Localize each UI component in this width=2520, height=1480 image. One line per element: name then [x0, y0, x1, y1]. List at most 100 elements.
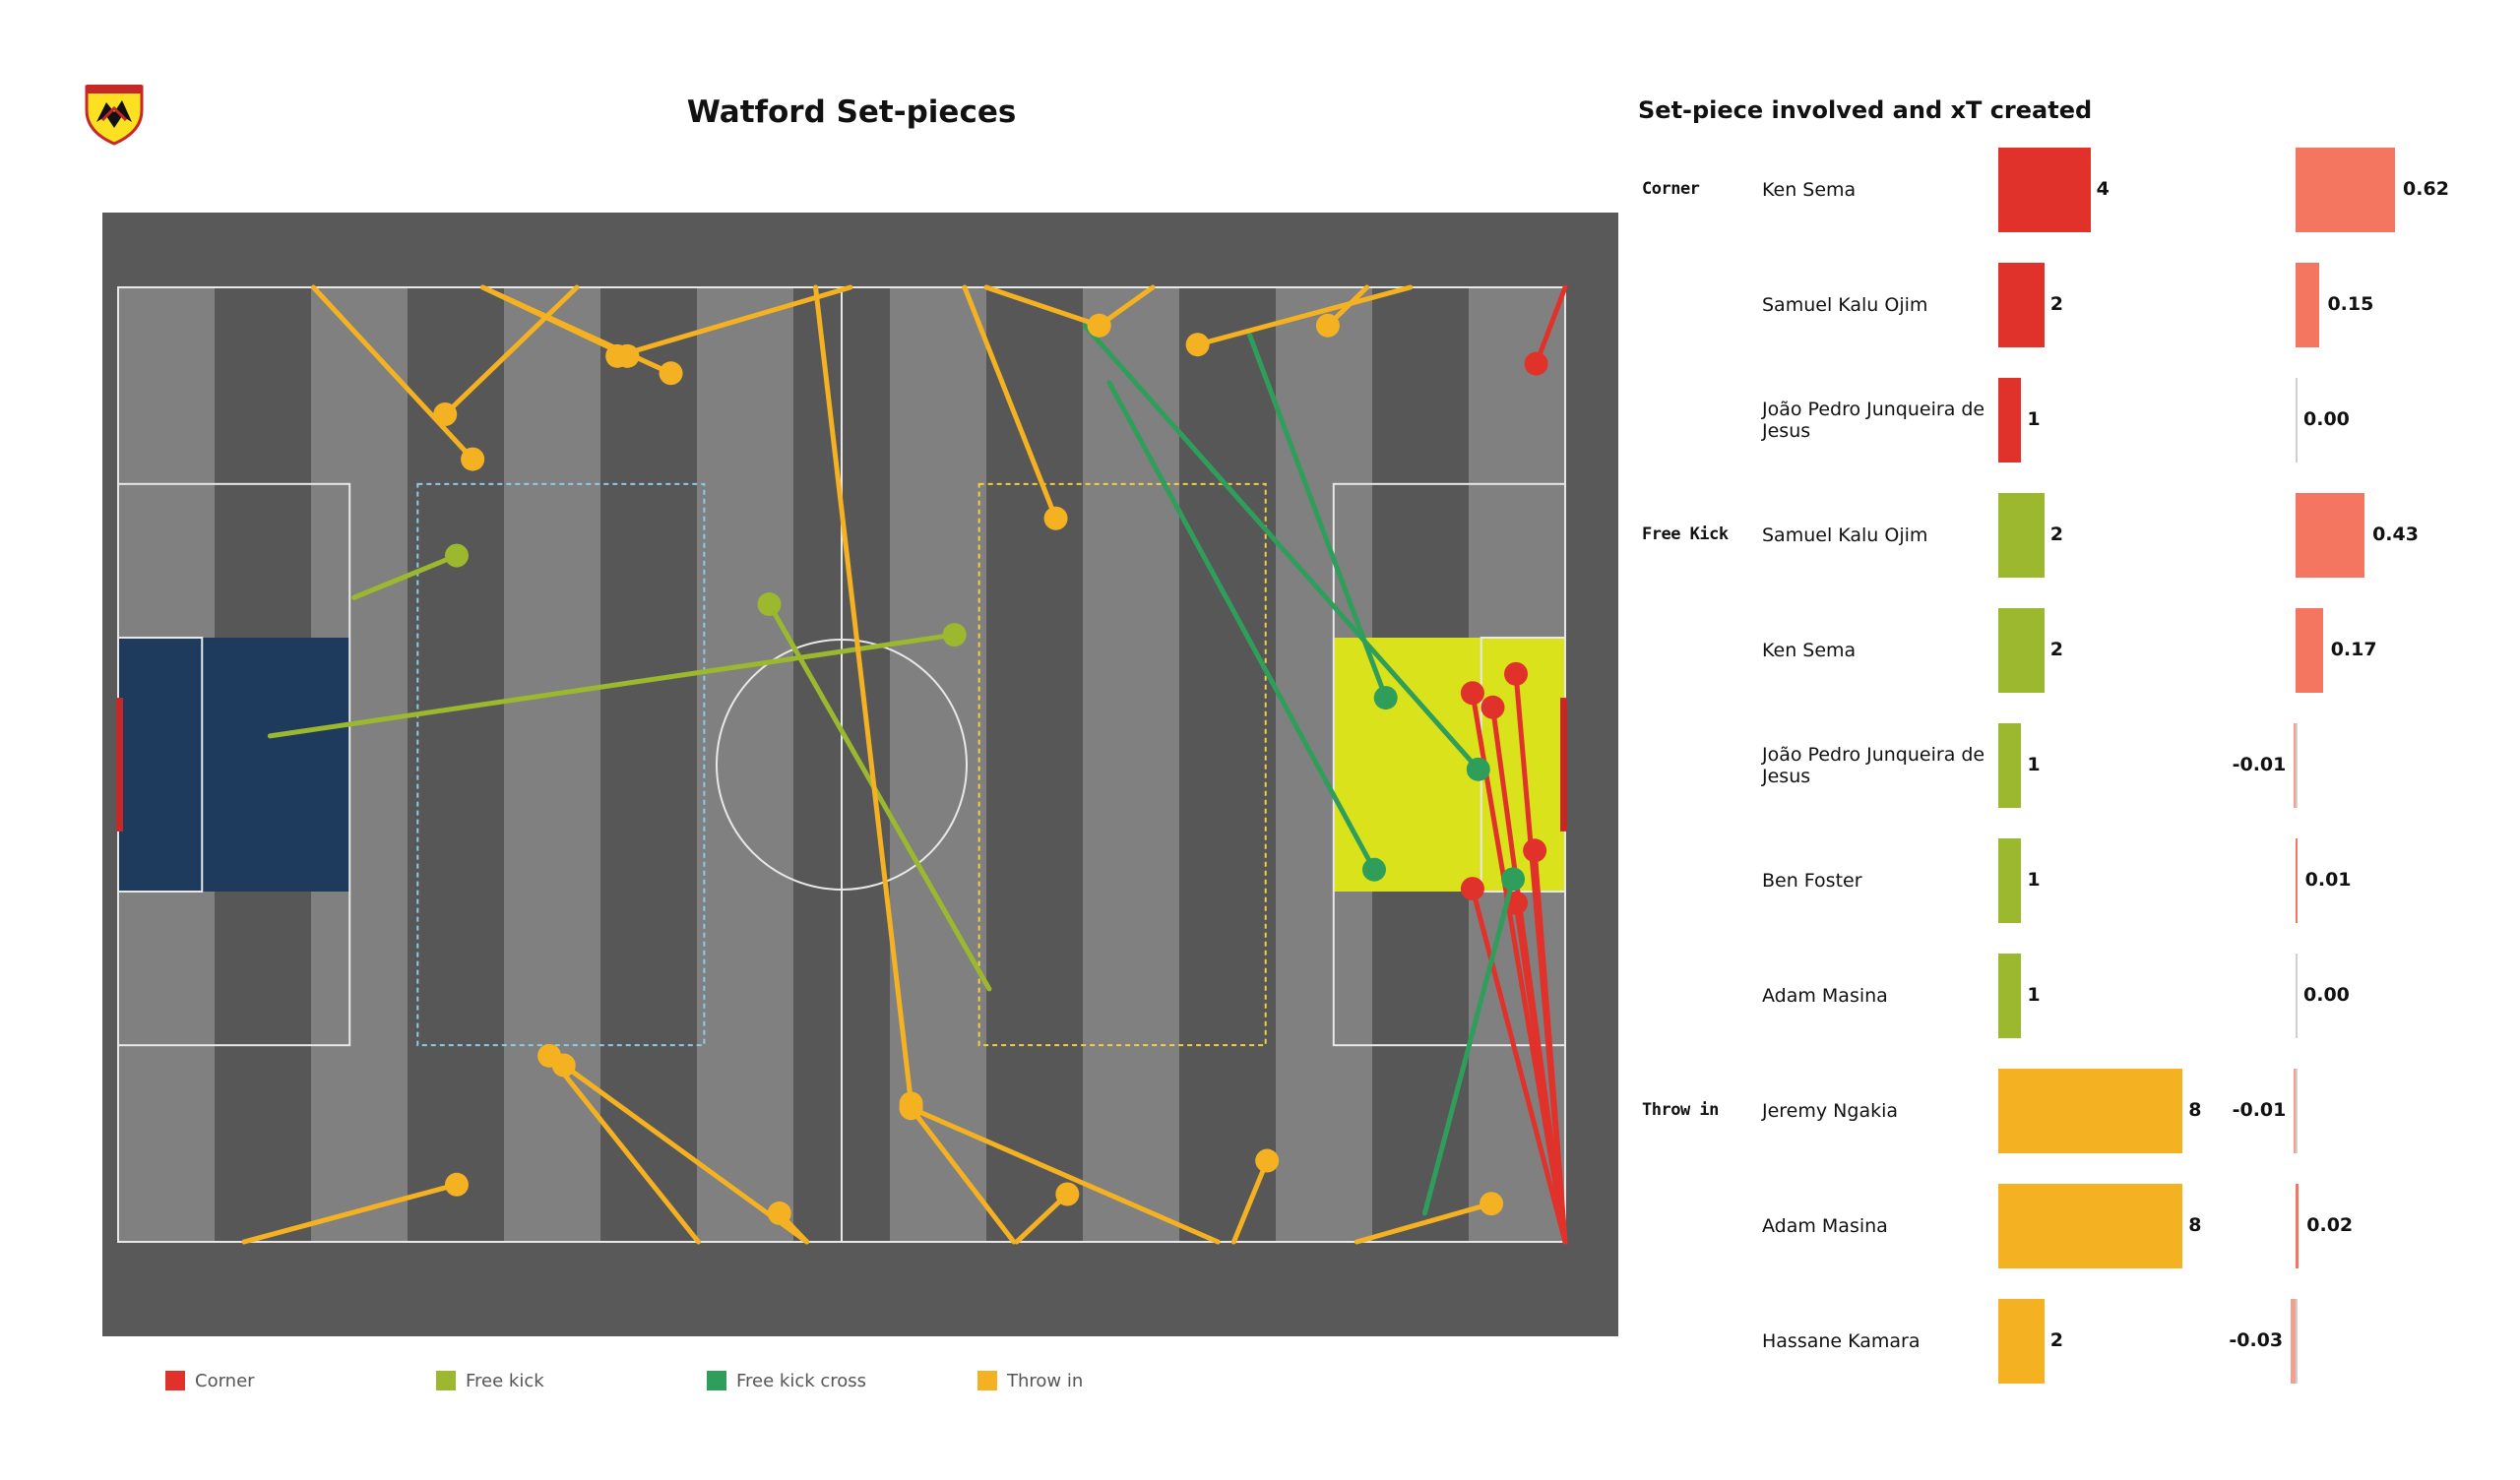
throw-in-pass-line — [310, 284, 475, 462]
xt-value: -0.03 — [2229, 1329, 2284, 1351]
set-piece-player-table: Corner Ken Sema 4 0.62 Samuel Kalu Ojim 2 0.15… — [1634, 148, 2500, 1407]
legend-label: Free kick cross — [736, 1370, 867, 1391]
count-bar — [1998, 838, 2022, 923]
throw-in-pass-line — [1195, 284, 1414, 347]
pitch-stripe — [890, 287, 987, 1242]
throw-in-pass-line — [983, 284, 1102, 329]
legend-item-free-kick-cross: Free kick cross — [707, 1366, 866, 1395]
corner-pass-line — [1532, 847, 1568, 1245]
throw-in-end-point — [444, 1172, 469, 1197]
count-value: 8 — [2188, 1099, 2202, 1121]
count-bar — [1998, 1184, 2183, 1268]
throw-in-pass-line — [1230, 1158, 1270, 1245]
xt-value: 0.01 — [2304, 869, 2352, 891]
count-bar — [1998, 608, 2045, 693]
free-kick-cross-end-point — [1501, 867, 1526, 892]
pitch-stripe — [1083, 287, 1180, 1242]
legend-swatch-corner — [165, 1371, 185, 1390]
corner-end-point — [1524, 351, 1548, 376]
throw-in-pass-line — [909, 1105, 1017, 1245]
xt-value: 0.43 — [2372, 524, 2419, 545]
xt-axis-line — [2296, 954, 2298, 1038]
legend-item-throw-in: Throw in — [977, 1366, 1083, 1395]
player-name: João Pedro Junqueira de Jesus — [1762, 399, 1985, 442]
corner-pass-line — [1513, 900, 1568, 1245]
count-bar — [1998, 954, 2022, 1038]
throw-in-pass-line — [813, 284, 914, 1106]
count-value: 2 — [2049, 293, 2064, 315]
throw-in-end-point — [1087, 313, 1111, 338]
table-row: João Pedro Junqueira de Jesus 1 0.00 — [1634, 378, 2500, 476]
throw-in-end-point — [1255, 1148, 1280, 1173]
pitch-stripe — [600, 287, 698, 1242]
corner-end-point — [1504, 661, 1529, 686]
throw-in-pass-line — [241, 1182, 460, 1245]
throw-in-end-point — [461, 447, 485, 471]
throw-in-pass-line — [614, 284, 853, 359]
corner-end-point — [1480, 695, 1505, 719]
throw-in-end-point — [899, 1096, 923, 1121]
throw-in-pass-line — [1354, 1201, 1494, 1245]
legend-label: Free kick — [466, 1370, 544, 1391]
pitch-stripe — [1179, 287, 1277, 1242]
table-row: Throw in Jeremy Ngakia 8 -0.01 — [1634, 1069, 2500, 1167]
xt-value: 0.02 — [2306, 1214, 2354, 1236]
xt-bar — [2296, 608, 2323, 693]
free-kick-pass-line — [351, 553, 460, 600]
count-value: 2 — [2049, 1329, 2064, 1351]
xt-bar — [2296, 263, 2320, 347]
set-piece-pitch-map — [102, 213, 1618, 1336]
legend: Corner Free kick Free kick cross Throw i… — [165, 1366, 1347, 1395]
legend-swatch-free-kick-cross — [707, 1371, 726, 1390]
throw-in-end-point — [1315, 313, 1340, 338]
legend-label: Throw in — [1007, 1370, 1084, 1391]
left-penalty-zone-fill — [118, 637, 350, 893]
count-bar — [1998, 1299, 2045, 1384]
xt-value: 0.62 — [2403, 178, 2449, 200]
player-name: Hassane Kamara — [1762, 1330, 1921, 1352]
free-kick-end-point — [942, 623, 967, 648]
legend-swatch-throw-in — [977, 1371, 997, 1390]
right-zone-outline — [977, 482, 1267, 1047]
throw-in-pass-line — [546, 1053, 701, 1245]
group-label: Throw in — [1642, 1100, 1719, 1120]
throw-in-end-point — [1043, 506, 1068, 530]
throw-in-end-point — [551, 1053, 576, 1078]
player-name: Adam Masina — [1762, 1215, 1888, 1237]
player-name: Ken Sema — [1762, 179, 1857, 201]
player-name: Samuel Kalu Ojim — [1762, 524, 1928, 546]
player-name: Samuel Kalu Ojim — [1762, 294, 1928, 316]
xt-axis-line — [2296, 723, 2298, 808]
left-zone-outline — [416, 482, 706, 1047]
table-row: Ken Sema 2 0.17 — [1634, 608, 2500, 707]
right-goal — [1560, 698, 1567, 832]
group-label: Free Kick — [1642, 524, 1729, 544]
table-row: Corner Ken Sema 4 0.62 — [1634, 148, 2500, 246]
pitch-stripe — [408, 287, 505, 1242]
xt-bar — [2294, 723, 2296, 808]
count-bar — [1998, 263, 2045, 347]
legend-item-corner: Corner — [165, 1366, 255, 1395]
xt-bar — [2296, 148, 2396, 232]
free-kick-cross-end-point — [1373, 686, 1398, 710]
free-kick-cross-end-point — [1466, 757, 1490, 781]
set-piece-arrows — [241, 284, 1568, 1245]
xt-value: 0.15 — [2327, 293, 2374, 315]
throw-in-pass-line — [909, 1105, 1221, 1245]
free-kick-end-point — [757, 592, 782, 617]
xt-value: -0.01 — [2232, 754, 2287, 775]
throw-in-pass-line — [442, 284, 580, 417]
pitch-stripe — [986, 287, 1084, 1242]
throw-in-end-point — [767, 1201, 791, 1225]
corner-pass-line — [1534, 284, 1568, 367]
throw-in-end-point — [433, 402, 458, 427]
throw-in-end-point — [1185, 333, 1210, 357]
free-kick-cross-pass-line — [1421, 876, 1516, 1216]
throw-in-end-point — [605, 343, 630, 368]
xt-axis-line — [2296, 378, 2298, 462]
count-bar — [1998, 723, 2022, 808]
count-value: 2 — [2049, 639, 2064, 660]
count-value: 1 — [2027, 408, 2041, 430]
xt-axis-line — [2296, 1069, 2298, 1153]
legend-swatch-free-kick — [436, 1371, 456, 1390]
